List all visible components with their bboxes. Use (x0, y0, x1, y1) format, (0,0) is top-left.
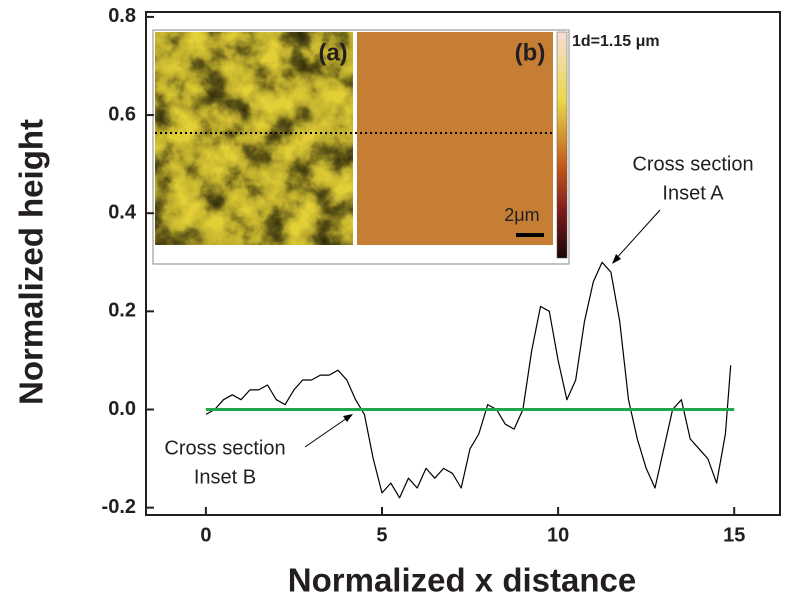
x-tick-label: 10 (547, 524, 569, 546)
arrowhead (612, 254, 621, 264)
annotation: Inset A (662, 182, 724, 204)
inset-label: (a) (318, 39, 347, 66)
colorbar-label: 1d=1.15 μm (572, 33, 660, 50)
image-b (357, 32, 553, 245)
x-tick-label: 5 (376, 524, 387, 546)
plot-frame (145, 11, 781, 516)
y-tick-label: 0.2 (108, 300, 136, 322)
arrow (304, 415, 351, 448)
annotation: Cross section (164, 437, 285, 459)
annotation: Cross section (632, 153, 753, 175)
x-tick-label: 0 (200, 524, 211, 546)
y-tick-label: 0.0 (108, 398, 136, 420)
inset-label: (b) (515, 39, 546, 66)
inset: (a) (b) 1d=1.15 μm 2μm (152, 29, 660, 265)
annotation: Inset B (194, 466, 256, 488)
y-tick-label: -0.2 (102, 496, 136, 518)
y-axis-title: Normalized height (13, 119, 50, 405)
y-tick-label: 0.4 (108, 201, 137, 223)
x-axis-title: Normalized x distance (288, 562, 636, 599)
arrow (613, 209, 661, 262)
y-tick-label: 0.8 (108, 5, 136, 27)
colorbar (556, 31, 568, 259)
y-tick-label: 0.6 (108, 103, 136, 125)
scale-label: 2μm (504, 205, 539, 225)
series-line (205, 261, 732, 499)
arrowhead (343, 414, 353, 422)
image-a-texture (155, 32, 353, 245)
x-tick-label: 15 (723, 524, 745, 546)
